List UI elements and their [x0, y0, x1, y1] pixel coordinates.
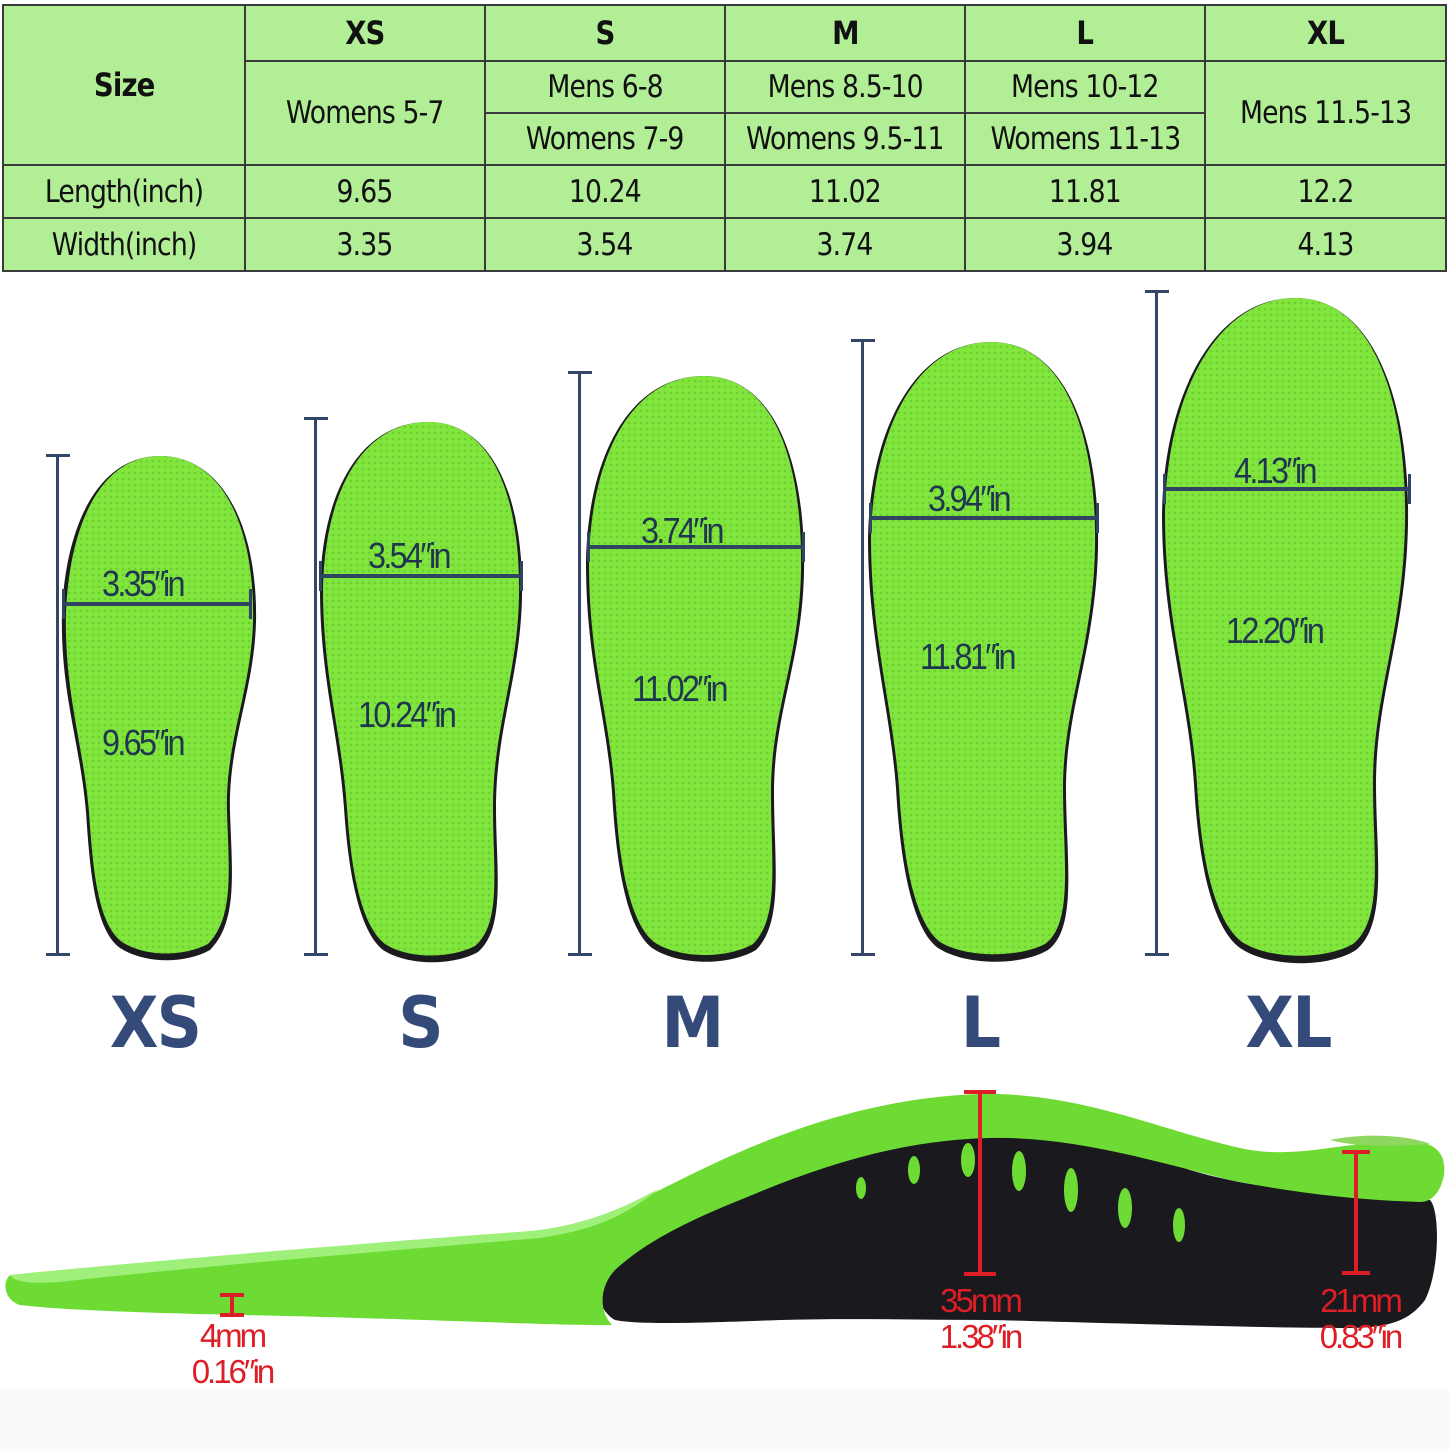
heel-height-label: 21mm 0.83″in: [1300, 1283, 1420, 1355]
length-ruler-m: [568, 371, 592, 956]
insole-s-shape: [320, 422, 523, 963]
size-l-header: L: [964, 4, 1206, 62]
width-row-label: Width(inch): [2, 217, 246, 272]
width-label-l: 3.94″in: [928, 478, 1012, 519]
size-xl-header: XL: [1204, 4, 1447, 62]
length-m: 11.02: [724, 164, 966, 219]
width-label-xs: 3.35″in: [102, 563, 186, 604]
size-s-header: S: [484, 4, 726, 62]
heel-inch: 0.83″in: [1319, 1318, 1404, 1355]
width-label-xl: 4.13″in: [1234, 450, 1318, 491]
length-label-xs: 9.65″in: [102, 722, 186, 763]
width-ruler-xs: [62, 589, 252, 619]
length-ruler-s: [304, 417, 328, 956]
arch-mm: 35mm: [940, 1282, 1023, 1319]
length-s: 10.24: [484, 164, 726, 219]
width-label-s: 3.54″in: [368, 535, 452, 576]
size-header-cell: Size: [2, 4, 246, 166]
width-ruler-s: [319, 561, 523, 591]
size-letter-xl: XL: [1245, 982, 1332, 1064]
forefoot-mm: 4mm: [199, 1317, 267, 1354]
insole-side-profile: [5, 1090, 1445, 1328]
l-mens-size: Mens 10-12: [964, 60, 1206, 114]
length-label-xl: 12.20″in: [1226, 610, 1325, 651]
heel-mm: 21mm: [1320, 1282, 1403, 1319]
width-xs: 3.35: [244, 217, 486, 272]
size-letter-m: M: [661, 982, 725, 1064]
insole-xl-shape: [1162, 298, 1409, 964]
size-xs-header: XS: [244, 4, 486, 62]
width-s: 3.54: [484, 217, 726, 272]
size-chart-table: Size XS S M L XL Womens 5-7 Mens 6-8 Men…: [2, 4, 1447, 272]
size-letter-l: L: [960, 982, 1001, 1064]
length-xl: 12.2: [1204, 164, 1447, 219]
forefoot-thickness-label: 4mm 0.16″in: [172, 1318, 292, 1390]
insole-xs-shape: [61, 456, 257, 961]
arch-height-label: 35mm 1.38″in: [920, 1283, 1040, 1355]
width-m: 3.74: [724, 217, 966, 272]
width-label-m: 3.74″in: [641, 510, 725, 551]
width-l: 3.94: [964, 217, 1206, 272]
bottom-margin: [0, 1388, 1449, 1449]
length-row-label: Length(inch): [2, 164, 246, 219]
length-ruler-xs: [46, 454, 70, 956]
size-m-header: M: [724, 4, 966, 62]
insole-m-shape: [586, 376, 805, 962]
xl-mens-size: Mens 11.5-13: [1204, 60, 1447, 166]
arch-inch: 1.38″in: [939, 1318, 1024, 1355]
length-ruler-xl: [1145, 290, 1169, 956]
s-mens-size: Mens 6-8: [484, 60, 726, 114]
size-letter-s: S: [398, 982, 443, 1064]
width-ruler-m: [587, 532, 805, 562]
width-ruler-l: [869, 503, 1099, 533]
m-womens-size: Womens 9.5-11: [724, 112, 966, 166]
xs-shoe-size: Womens 5-7: [244, 60, 486, 166]
insole-l-shape: [868, 342, 1099, 962]
m-mens-size: Mens 8.5-10: [724, 60, 966, 114]
length-label-s: 10.24″in: [358, 694, 457, 735]
size-letter-xs: XS: [109, 982, 202, 1064]
length-xs: 9.65: [244, 164, 486, 219]
length-ruler-l: [851, 339, 875, 956]
s-womens-size: Womens 7-9: [484, 112, 726, 166]
length-label-l: 11.81″in: [920, 636, 1016, 677]
length-l: 11.81: [964, 164, 1206, 219]
length-label-m: 11.02″in: [632, 668, 728, 709]
forefoot-inch: 0.16″in: [191, 1353, 276, 1390]
width-xl: 4.13: [1204, 217, 1447, 272]
l-womens-size: Womens 11-13: [964, 112, 1206, 166]
width-ruler-xl: [1163, 474, 1411, 504]
